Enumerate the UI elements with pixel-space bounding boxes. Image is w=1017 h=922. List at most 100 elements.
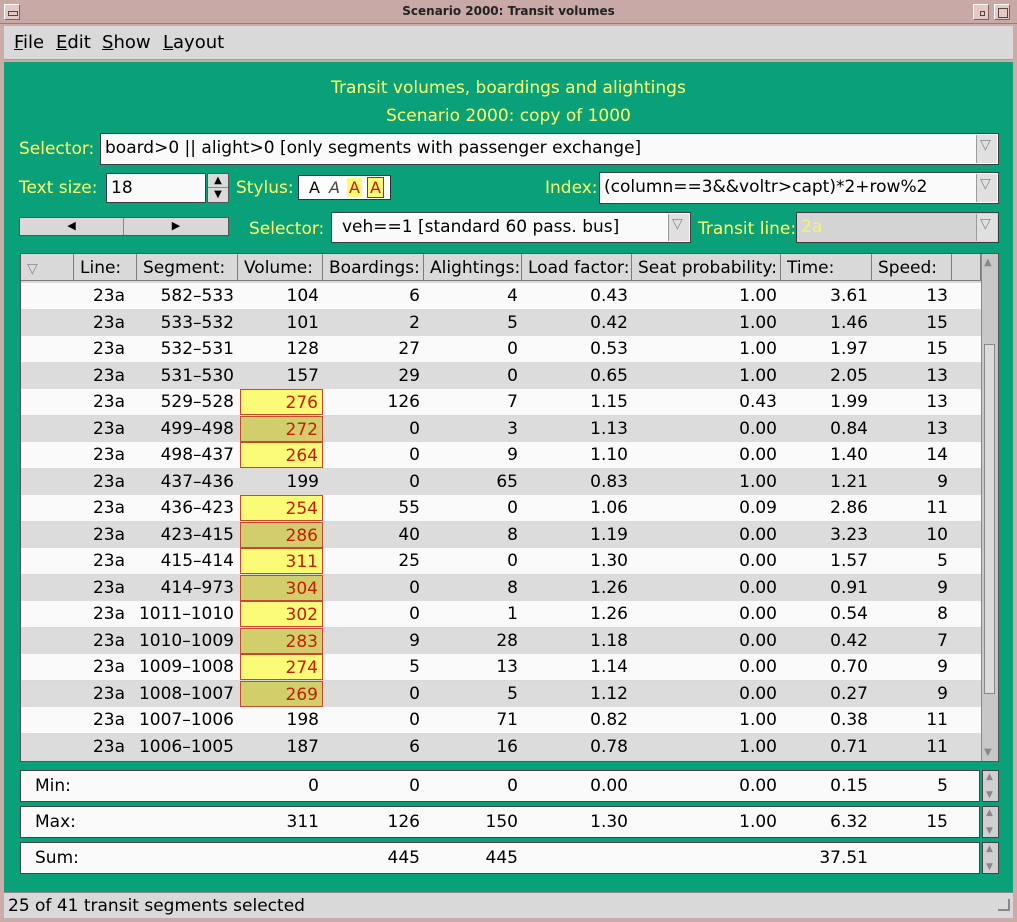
decrease-arrow-icon[interactable]: ▼ xyxy=(214,189,222,200)
text-size-field[interactable]: 18 xyxy=(106,173,206,203)
scroll-left-icon[interactable]: ◀ xyxy=(20,218,124,235)
transit-line-dropdown-icon[interactable] xyxy=(976,214,997,241)
index-label: Index: xyxy=(545,178,598,198)
cell-line: 23a xyxy=(92,445,125,465)
table-row[interactable]: 23a 1010–1009 283 9 28 1.18 0.00 0.42 7 xyxy=(21,627,981,654)
cell-line: 23a xyxy=(92,577,125,598)
header-boardings[interactable]: Boardings: xyxy=(323,254,424,281)
stylus-normal-icon[interactable]: A xyxy=(309,178,320,197)
table-row[interactable]: 23a 533–532 101 2 5 0.42 1.00 1.46 15 xyxy=(21,309,981,336)
table-row[interactable]: 23a 582–533 104 6 4 0.43 1.00 3.61 13 xyxy=(21,283,981,309)
table-row[interactable]: 23a 529–528 276 126 7 1.15 0.43 1.99 13 xyxy=(21,389,981,415)
summary-min-seat-probability: 0.00 xyxy=(739,776,777,796)
table-row[interactable]: 23a 1011–1010 302 0 1 1.26 0.00 0.54 8 xyxy=(21,601,981,627)
header-speed[interactable]: Speed: xyxy=(872,254,952,281)
header-volume[interactable]: Volume: xyxy=(238,254,323,281)
summary-sum-stepper[interactable] xyxy=(982,842,999,874)
table-row[interactable]: 23a 1007–1006 198 0 71 0.82 1.00 0.38 11 xyxy=(21,707,981,733)
text-size-label: Text size: xyxy=(19,178,98,198)
table-row[interactable]: 23a 1006–1005 187 6 16 0.78 1.00 0.71 11 xyxy=(21,733,981,760)
table-row[interactable]: 23a 415–414 311 25 0 1.30 0.00 1.57 5 xyxy=(21,548,981,574)
menu-layout[interactable]: Layout xyxy=(163,32,225,53)
cell-speed: 7 xyxy=(937,630,948,651)
transit-line-combo[interactable]: 2a xyxy=(796,212,999,243)
window-menu-button[interactable] xyxy=(4,4,20,20)
summary-max-stepper[interactable] xyxy=(982,806,999,838)
cell-alightings: 71 xyxy=(496,710,518,730)
cell-boardings: 0 xyxy=(409,577,420,598)
increase-arrow-icon[interactable]: ▲ xyxy=(208,174,228,188)
header-load-factor[interactable]: Load factor: xyxy=(522,254,632,281)
summary-sum-speed xyxy=(872,843,952,873)
table-row[interactable]: 23a 436–423 254 55 0 1.06 0.09 2.86 11 xyxy=(21,495,981,521)
cell-speed: 11 xyxy=(926,736,948,757)
resize-grip-icon[interactable] xyxy=(995,896,1013,914)
table-row[interactable]: 23a 423–415 286 40 8 1.19 0.00 3.23 10 xyxy=(21,521,981,548)
summary-min-label: Min: xyxy=(35,776,71,796)
summary-min-row: Min: 0 0 0 0.00 0.00 0.15 5 xyxy=(20,770,980,802)
table-vertical-scrollbar[interactable]: ▲ ▼ xyxy=(981,254,998,761)
cell-load-factor: 0.78 xyxy=(590,736,628,757)
status-bar: 25 of 41 transit segments selected xyxy=(4,892,1013,918)
table-row[interactable]: 23a 531–530 157 29 0 0.65 1.00 2.05 13 xyxy=(21,362,981,389)
stylus-picker[interactable]: A A A A xyxy=(298,175,391,200)
index-value: (column==3&&voltr>capt)*2+row%2 xyxy=(604,177,928,197)
table-row[interactable]: 23a 532–531 128 27 0 0.53 1.00 1.97 15 xyxy=(21,336,981,362)
status-text: 25 of 41 transit segments selected xyxy=(8,896,305,916)
cell-volume: 104 xyxy=(286,286,319,306)
cell-line: 23a xyxy=(92,524,125,545)
cell-time: 3.23 xyxy=(830,524,868,545)
cell-segment: 1008–1007 xyxy=(138,683,234,704)
scroll-right-icon[interactable]: ▶ xyxy=(171,219,181,232)
table-row[interactable]: 23a 414–973 304 0 8 1.26 0.00 0.91 9 xyxy=(21,574,981,601)
cell-seat-probability: 1.00 xyxy=(739,471,777,492)
header-alightings[interactable]: Alightings: xyxy=(424,254,522,281)
cell-line: 23a xyxy=(92,392,125,412)
header-line[interactable]: Line: xyxy=(74,254,137,281)
text-size-stepper[interactable]: ▲ ▼ xyxy=(207,173,229,203)
cell-alightings: 16 xyxy=(496,736,518,757)
selector-combo[interactable]: board>0 || alight>0 [only segments with … xyxy=(100,133,999,165)
cell-line: 23a xyxy=(92,286,125,306)
cell-alightings: 8 xyxy=(507,524,518,545)
index-dropdown-icon[interactable] xyxy=(976,174,997,202)
table-row[interactable]: 23a 499–498 272 0 3 1.13 0.00 0.84 13 xyxy=(21,415,981,442)
table-row[interactable]: 23a 498–437 264 0 9 1.10 0.00 1.40 14 xyxy=(21,442,981,468)
cell-time: 2.05 xyxy=(830,365,868,386)
cell-line: 23a xyxy=(92,683,125,704)
scrollbar-thumb[interactable] xyxy=(984,344,995,694)
selector-dropdown-icon[interactable] xyxy=(976,135,997,163)
scroll-up-icon[interactable]: ▲ xyxy=(984,257,992,268)
cell-segment: 532–531 xyxy=(160,339,234,359)
menu-edit[interactable]: Edit xyxy=(56,32,91,53)
cell-seat-probability: 1.00 xyxy=(739,339,777,359)
index-combo[interactable]: (column==3&&voltr>capt)*2+row%2 xyxy=(599,172,999,204)
header-segment[interactable]: Segment: xyxy=(137,254,238,281)
cell-time: 0.91 xyxy=(830,577,868,598)
header-seat-probability[interactable]: Seat probability: xyxy=(632,254,781,281)
stylus-highlight-icon[interactable]: A xyxy=(347,178,362,197)
table-row[interactable]: 23a 1008–1007 269 0 5 1.12 0.00 0.27 9 xyxy=(21,680,981,707)
stylus-outline-icon[interactable]: A xyxy=(329,178,340,197)
menu-show[interactable]: Show xyxy=(102,32,151,53)
sort-toggle-icon[interactable]: ▽ xyxy=(21,254,74,281)
cell-alightings: 7 xyxy=(507,392,518,412)
transit-line-label: Transit line: xyxy=(698,219,797,239)
cell-load-factor: 1.12 xyxy=(590,683,628,704)
vehicle-selector-combo[interactable]: veh==1 [standard 60 pass. bus] xyxy=(331,212,691,243)
cell-load-factor: 1.13 xyxy=(590,418,628,439)
table-row[interactable]: 23a 437–436 199 0 65 0.83 1.00 1.21 9 xyxy=(21,468,981,495)
menu-file[interactable]: File xyxy=(14,32,45,53)
maximize-button[interactable] xyxy=(994,4,1010,20)
table-row[interactable]: 23a 1009–1008 274 5 13 1.14 0.00 0.70 9 xyxy=(21,654,981,680)
vehicle-dropdown-icon[interactable] xyxy=(668,214,689,241)
cell-volume: 157 xyxy=(286,365,319,386)
horizontal-navigator[interactable]: ◀ ▶ xyxy=(19,217,229,236)
stylus-highlight-boxed-icon[interactable]: A xyxy=(367,177,384,198)
minimize-button[interactable] xyxy=(973,4,989,20)
window-titlebar[interactable]: Scenario 2000: Transit volumes xyxy=(0,0,1017,24)
summary-min-stepper[interactable] xyxy=(982,770,999,802)
header-time[interactable]: Time: xyxy=(781,254,872,281)
cell-speed: 9 xyxy=(937,683,948,704)
scroll-down-icon[interactable]: ▼ xyxy=(984,747,992,758)
